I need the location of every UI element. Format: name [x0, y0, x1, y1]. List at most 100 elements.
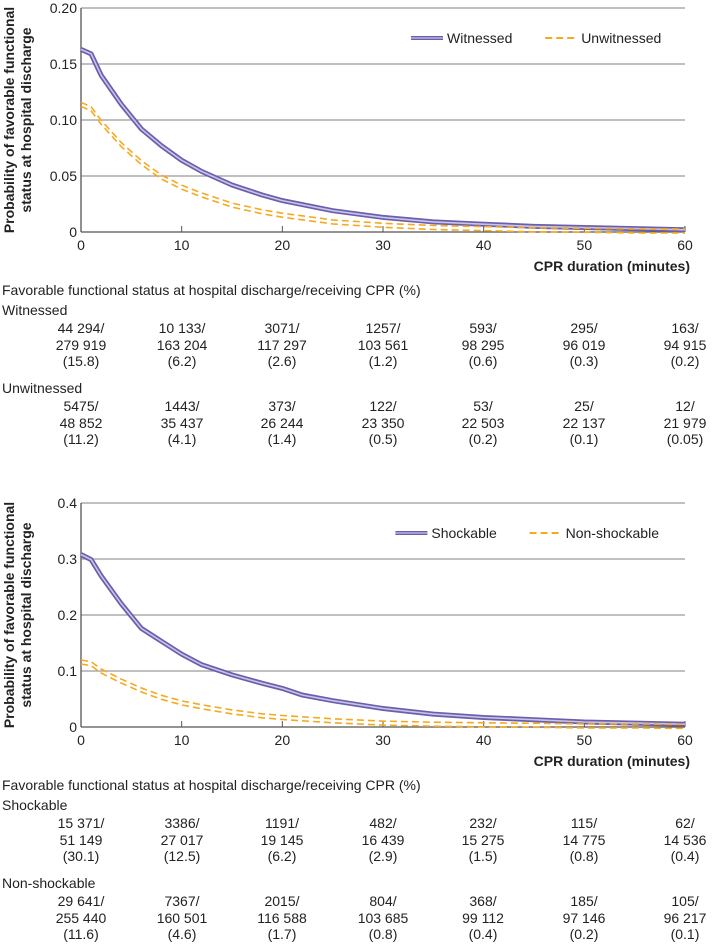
table-cell-line: 27 017 — [160, 831, 204, 848]
series-line-non-shockable-upper — [80, 659, 686, 726]
table-cell-line: (4.1) — [167, 431, 197, 447]
table-cell-line: 14 775 — [562, 831, 606, 848]
y-tick-label: 0.2 — [58, 607, 78, 623]
table-cell: 115/14 775 (0.8) — [529, 815, 639, 865]
table-cell-line: 96 217 — [663, 909, 707, 926]
table-cell-line: 5475/ — [63, 398, 99, 414]
x-tick-label: 40 — [476, 237, 492, 253]
table-cell-line: (1.7) — [267, 926, 297, 942]
table-cell: 482/16 439 (2.9) — [328, 815, 438, 865]
table-cell: 232/15 275 (1.5) — [428, 815, 538, 865]
y-tick-label: 0.05 — [50, 168, 77, 184]
x-tick-label: 0 — [77, 237, 85, 253]
table-cell-line: 21 979 — [663, 414, 707, 431]
table-cell: 5475/48 852 (11.2) — [26, 398, 136, 448]
table-cell: 7367/160 501 (4.6) — [127, 893, 237, 943]
table-cell-line: 15 371/ — [57, 815, 105, 831]
table-cell-line: 255 440 — [55, 909, 107, 926]
table-cell-line: (0.05) — [666, 431, 704, 447]
x-tick-label: 20 — [275, 732, 291, 748]
table-cell-line: (11.2) — [63, 431, 99, 447]
table-cell-line: 1257/ — [365, 320, 401, 336]
series-line-witnessed-outer — [79, 47, 686, 233]
table-cell-line: 368/ — [469, 893, 497, 909]
table-cell-line: 51 149 — [59, 831, 103, 848]
table-cell: 12/21 979 (0.05) — [630, 398, 712, 448]
table-cell-line: 14 536 — [663, 831, 707, 848]
table-cell-line: 15 275 — [461, 831, 505, 848]
x-tick-label: 0 — [77, 732, 85, 748]
table-cell-line: 23 350 — [361, 414, 405, 431]
table-cell-line: (0.3) — [569, 353, 599, 369]
series-line-shockable-band — [80, 553, 686, 725]
table-cell-line: (1.2) — [368, 353, 398, 369]
table-cell: 25/22 137 (0.1) — [529, 398, 639, 448]
table-cell-line: (0.1) — [569, 431, 599, 447]
table-cell-line: 19 145 — [260, 831, 304, 848]
x-tick-label: 50 — [577, 732, 593, 748]
table-cell-line: 163/ — [671, 320, 699, 336]
table-cell-line: 482/ — [369, 815, 397, 831]
table-cell: 122/23 350 (0.5) — [328, 398, 438, 448]
table-cell: 1191/19 145 (6.2) — [227, 815, 337, 865]
table-cell-line: 22 503 — [461, 414, 505, 431]
table-cell-line: 7367/ — [164, 893, 200, 909]
y-axis-title-line: Probability of favorable functional — [1, 502, 17, 728]
table-cell-line: 29 641/ — [57, 893, 105, 909]
table-cell-line: (15.8) — [62, 353, 100, 369]
table-cell-line: 44 294/ — [57, 320, 105, 336]
table-cell: 3386/27 017 (12.5) — [127, 815, 237, 865]
group-label: Shockable — [2, 797, 68, 813]
table-cell: 373/26 244 (1.4) — [227, 398, 337, 448]
table-cell-line: (30.1) — [62, 848, 100, 864]
table-cell-line: 1191/ — [265, 815, 299, 831]
table-cell-line: (0.1) — [670, 926, 700, 942]
table-cell-line: 35 437 — [160, 414, 204, 431]
table-cell-line: (2.6) — [267, 353, 297, 369]
y-axis-title-line: status at hospital discharge — [18, 27, 34, 212]
table-cell-line: 3071/ — [264, 320, 300, 336]
table-cell-line: (2.9) — [368, 848, 398, 864]
x-tick-label: 60 — [677, 237, 693, 253]
table-cell-line: 25/ — [574, 398, 594, 414]
table-cell-line: 103 561 — [357, 336, 409, 353]
table-cell-line: 94 915 — [663, 336, 707, 353]
table-cell-line: 26 244 — [260, 414, 304, 431]
table-cell-line: (0.2) — [569, 926, 599, 942]
table-cell: 185/97 146 (0.2) — [529, 893, 639, 943]
table-cell-line: 62/ — [675, 815, 695, 831]
y-tick-label: 0.1 — [58, 663, 78, 679]
chart-shockable-nonshockable: 0 0.1 0.2 0.3 0.4 0 10 20 30 40 50 60 CPR duration (… — [1, 495, 693, 769]
series-line-non-shockable-lower — [80, 663, 686, 730]
panel-shockable: 0 0.1 0.2 0.3 0.4 0 10 20 30 40 50 60 CPR duration (… — [0, 495, 712, 949]
table-cell-line: (0.8) — [569, 848, 599, 864]
table-cell-line: (0.5) — [368, 431, 398, 447]
table-cell-line: 96 019 — [562, 336, 606, 353]
table-cell-line: 117 297 — [257, 336, 307, 353]
table-cell: 10 133/163 204 (6.2) — [127, 320, 237, 370]
table-cell: 163/94 915 (0.2) — [630, 320, 712, 370]
y-axis-title: Probability of favorable functionalstatu… — [1, 502, 34, 728]
y-tick-label: 0.15 — [50, 56, 77, 72]
table-cell: 3071/117 297 (2.6) — [227, 320, 337, 370]
table-cell-line: 122/ — [369, 398, 397, 414]
table-cell-line: 804/ — [369, 893, 397, 909]
table-cell-line: 116 588 — [257, 909, 307, 926]
table-cell-line: (0.4) — [468, 926, 498, 942]
table-cell: 105/96 217 (0.1) — [630, 893, 712, 943]
table-cell: 15 371/51 149 (30.1) — [26, 815, 136, 865]
group-label: Non-shockable — [2, 875, 96, 891]
y-tick-label: 0 — [69, 224, 77, 240]
table-cell-line: (0.2) — [670, 353, 700, 369]
table-cell-line: 12/ — [675, 398, 695, 414]
table-cell-line: 1443/ — [164, 398, 200, 414]
table-cell-line: 10 133/ — [158, 320, 206, 336]
table-cell: 53/22 503 (0.2) — [428, 398, 538, 448]
y-axis-title-line: status at hospital discharge — [18, 522, 34, 707]
table-cell-line: 279 919 — [55, 336, 107, 353]
table-cell: 593/98 295 (0.6) — [428, 320, 538, 370]
table-caption: Favorable functional status at hospital … — [2, 282, 421, 298]
table-cell-line: 103 685 — [357, 909, 409, 926]
table-cell: 1257/103 561 (1.2) — [328, 320, 438, 370]
y-axis-title-line: Probability of favorable functional — [1, 7, 17, 233]
